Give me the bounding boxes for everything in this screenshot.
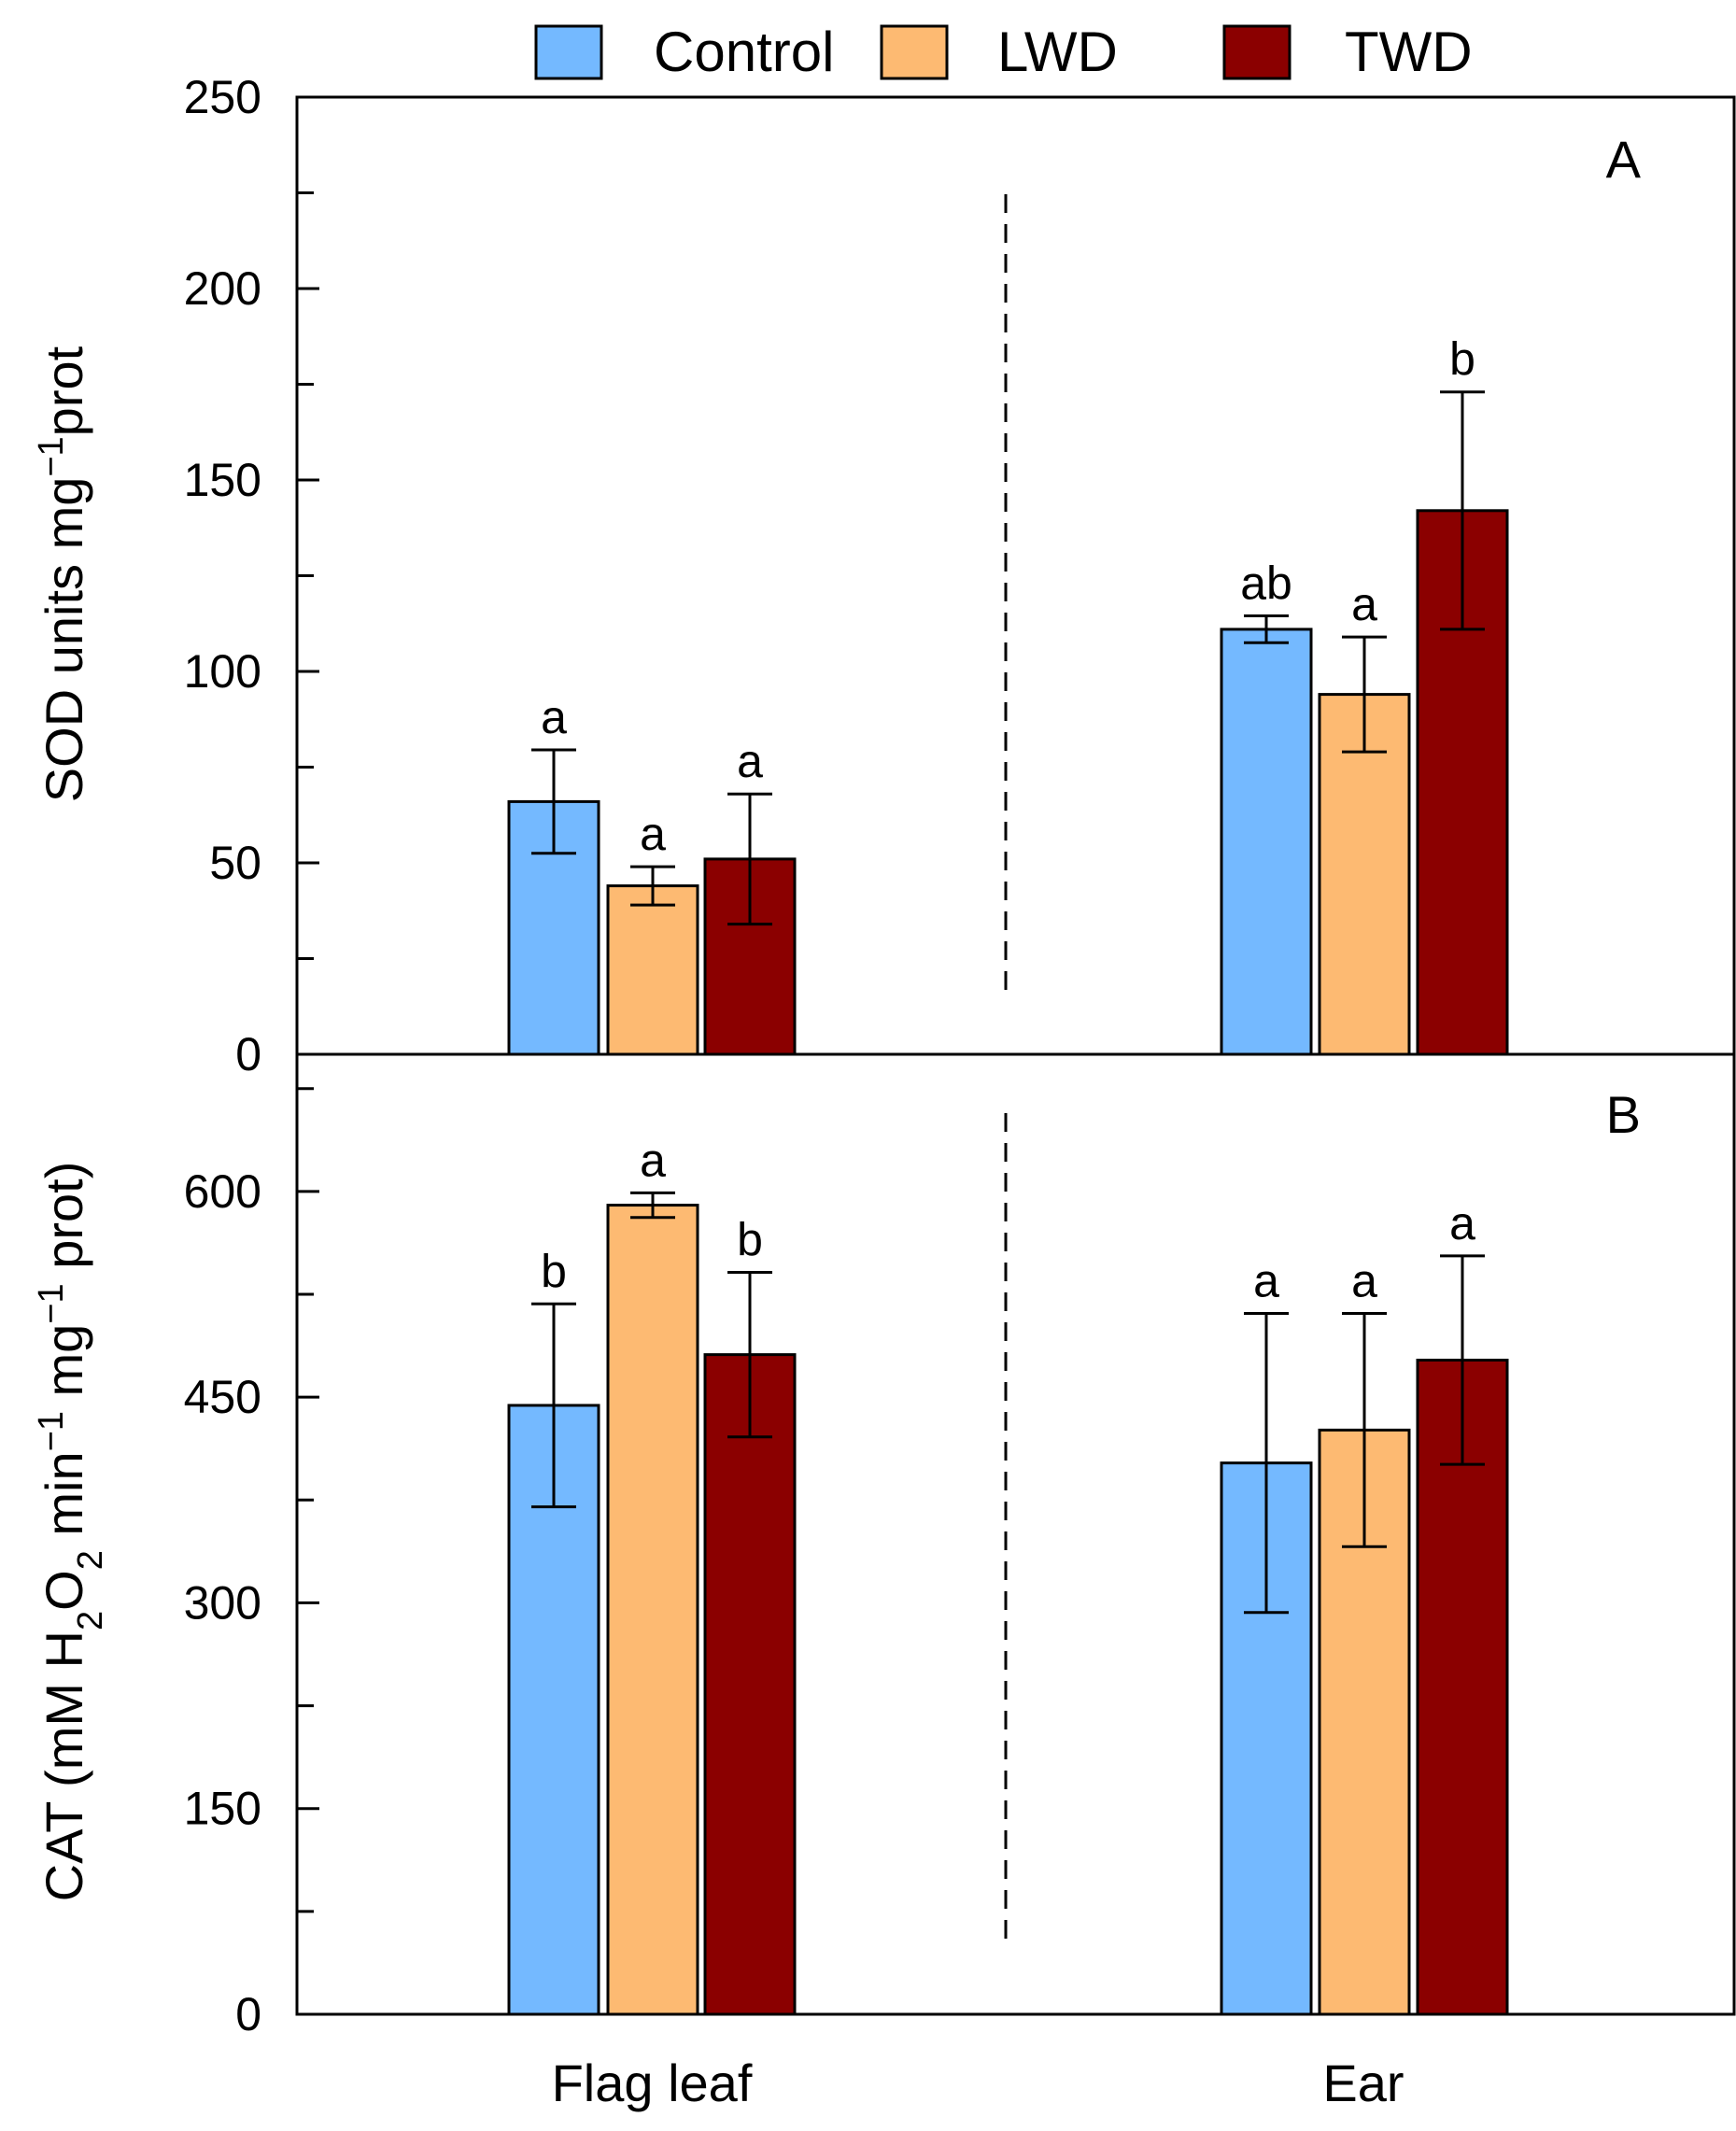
significance-letter-lwd-ear: a: [1351, 578, 1377, 630]
error-bar-twd-ear: [1440, 390, 1485, 631]
y-tick-label: 50: [209, 837, 261, 889]
significance-letter-twd-ear: a: [1449, 1197, 1475, 1249]
panel-b-bars: [507, 1204, 1509, 2016]
panel-a-error-bars: [531, 390, 1485, 926]
y-tick-label: 450: [184, 1371, 261, 1423]
bar-control-ear: [1220, 628, 1313, 1056]
bar-twd-flag-leaf: [703, 1353, 797, 2016]
y-tick-label: 100: [184, 645, 261, 698]
significance-letter-twd-flag-leaf: b: [737, 1214, 763, 1266]
significance-letter-twd-ear: b: [1449, 333, 1475, 386]
significance-letter-control-ear: a: [1253, 1255, 1279, 1307]
error-bar-twd-ear: [1440, 1254, 1485, 1466]
panel-b: b a a a b a 0 150 300 450 600 B CAT (mM H2O2 min−…: [32, 1085, 1641, 2040]
legend: Control LWD TWD: [534, 21, 1473, 83]
error-bar-control-ear: [1244, 1312, 1289, 1615]
error-bar-control-flag-leaf: [531, 748, 576, 855]
significance-letter-control-ear: ab: [1240, 557, 1292, 610]
y-tick-label: 200: [184, 262, 261, 315]
panel-a-y-axis-ticks: 0 50 100 150 200 250: [184, 71, 319, 1080]
legend-swatch-control: [534, 24, 603, 80]
significance-letter-control-flag-leaf: a: [541, 691, 567, 743]
category-label-ear: Ear: [1322, 2053, 1404, 2112]
error-bar-lwd-ear: [1342, 1312, 1387, 1548]
error-bar-twd-flag-leaf: [727, 792, 772, 926]
bar-twd-ear: [1416, 1358, 1509, 2016]
significance-letter-control-flag-leaf: b: [541, 1245, 567, 1297]
significance-letter-twd-flag-leaf: a: [737, 735, 763, 787]
bar-lwd-ear: [1318, 693, 1411, 1056]
category-label-flag-leaf: Flag leaf: [552, 2053, 753, 2112]
legend-label-twd: TWD: [1345, 21, 1473, 83]
y-tick-label: 0: [235, 1028, 261, 1080]
significance-letter-lwd-flag-leaf: a: [640, 808, 666, 860]
error-bar-control-ear: [1244, 614, 1289, 644]
panel-b-y-axis-title: CAT (mM H2O2 min−1 mg−1 prot): [32, 1162, 110, 1902]
y-tick-label: 600: [184, 1165, 261, 1218]
legend-label-control: Control: [654, 21, 834, 83]
error-bar-lwd-ear: [1342, 635, 1387, 754]
bar-lwd-flag-leaf: [606, 884, 699, 1056]
y-tick-label: 250: [184, 71, 261, 123]
y-tick-label: 150: [184, 454, 261, 506]
y-tick-label: 300: [184, 1576, 261, 1629]
panel-a-label: A: [1606, 130, 1642, 189]
panel-b-significance-letters: b a a a b a: [541, 1134, 1475, 1306]
legend-label-lwd: LWD: [997, 21, 1118, 83]
legend-swatch-twd: [1222, 24, 1291, 80]
error-bar-control-flag-leaf: [531, 1302, 576, 1509]
panel-b-y-axis-ticks: 0 150 300 450 600: [184, 1087, 319, 2040]
panel-b-label: B: [1606, 1085, 1641, 1144]
panel-a-y-axis-title: SOD units mg−1prot: [32, 346, 93, 802]
error-bar-twd-flag-leaf: [727, 1271, 772, 1439]
panel-b-error-bars: [531, 1191, 1485, 1615]
significance-letter-lwd-ear: a: [1351, 1255, 1377, 1307]
y-tick-label: 150: [184, 1783, 261, 1835]
error-bar-lwd-flag-leaf: [630, 865, 675, 907]
y-tick-label: 0: [235, 1988, 261, 2040]
error-bar-lwd-flag-leaf: [630, 1191, 675, 1220]
bar-lwd-flag-leaf: [606, 1204, 699, 2016]
legend-swatch-lwd: [880, 24, 949, 80]
significance-letter-lwd-flag-leaf: a: [640, 1134, 666, 1186]
